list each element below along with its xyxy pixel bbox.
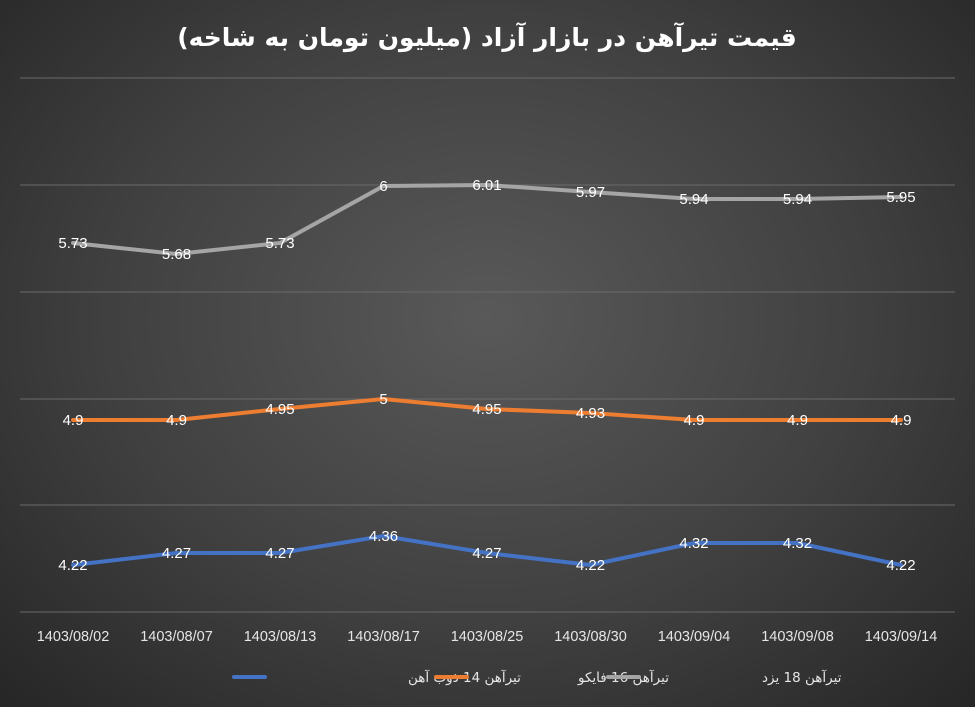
x-tick-label: 1403/08/25 (451, 629, 524, 645)
gridlines (20, 77, 955, 613)
data-label: 5.97 (576, 184, 605, 201)
data-label: 4.9 (684, 412, 705, 429)
series-line-1 (71, 397, 903, 422)
data-label: 4.27 (265, 545, 294, 562)
data-label: 4.95 (265, 401, 294, 418)
x-tick-label: 1403/08/02 (37, 629, 110, 645)
x-tick-label: 1403/08/07 (140, 629, 213, 645)
data-label: 4.95 (472, 401, 501, 418)
data-label: 4.9 (787, 412, 808, 429)
data-label: 4.22 (58, 557, 87, 574)
data-label: 4.32 (783, 535, 812, 552)
data-label: 5.68 (162, 246, 191, 263)
x-axis-ticks: 1403/08/02 1403/08/07 1403/08/13 1403/08/17… (37, 629, 938, 645)
series-line-2 (71, 183, 903, 256)
data-label: 6 (379, 178, 387, 195)
data-label: 4.27 (472, 545, 501, 562)
series-line-0 (71, 534, 903, 567)
data-label: 4.9 (166, 412, 187, 429)
data-label: 6.01 (472, 177, 501, 194)
data-label: 4.22 (886, 557, 915, 574)
x-tick-label: 1403/08/13 (244, 629, 317, 645)
data-label: 5.73 (265, 235, 294, 252)
data-label: 4.93 (576, 405, 605, 422)
x-tick-label: 1403/09/14 (865, 629, 938, 645)
data-label: 5.95 (886, 189, 915, 206)
legend-label-2: تیرآهن 18 یزد (762, 669, 842, 686)
chart-title: قیمت تیرآهن در بازار آزاد (میلیون تومان … (177, 22, 797, 53)
data-label: 5.94 (783, 191, 812, 208)
series-lines (71, 183, 903, 567)
data-label: 4.9 (63, 412, 84, 429)
data-labels: 4.22 4.27 4.27 4.36 4.27 4.22 4.32 4.32 4.22 4.9 4… (58, 177, 915, 574)
data-label: 4.36 (369, 528, 398, 545)
x-tick-label: 1403/08/17 (347, 629, 420, 645)
data-label: 5.94 (679, 191, 708, 208)
x-tick-label: 1403/08/30 (554, 629, 627, 645)
data-label: 4.9 (891, 412, 912, 429)
data-label: 4.32 (679, 535, 708, 552)
data-label: 5 (379, 391, 387, 408)
data-label: 4.27 (162, 545, 191, 562)
data-label: 4.22 (576, 557, 605, 574)
x-tick-label: 1403/09/04 (658, 629, 731, 645)
data-label: 5.73 (58, 235, 87, 252)
x-tick-label: 1403/09/08 (761, 629, 834, 645)
